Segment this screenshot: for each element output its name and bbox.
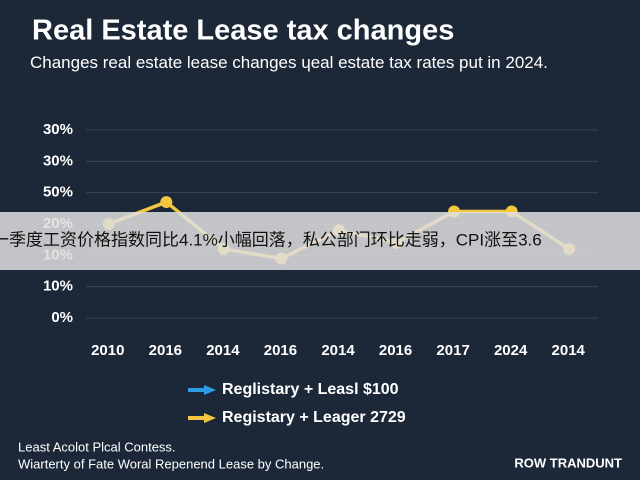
legend-arrow-head (204, 385, 216, 395)
overlay-banner-bg (0, 212, 640, 270)
y-tick-label: 0% (51, 309, 73, 326)
y-tick-label: 50% (43, 184, 73, 201)
chart-title: Real Estate Lease tax changes (32, 15, 454, 47)
x-tick-label: 2010 (91, 342, 124, 359)
footnote: Least Acolot Plcal Contess. (18, 439, 176, 454)
legend-label: Registary + Leager 2729 (222, 409, 406, 426)
x-tick-label: 2014 (552, 342, 586, 359)
x-tick-label: 2016 (379, 342, 412, 359)
x-tick-label: 2024 (494, 342, 528, 359)
legend-label: Reglistary + Leasl $100 (222, 381, 399, 398)
x-tick-label: 2016 (149, 342, 182, 359)
legend-arrow-head (204, 413, 216, 423)
source: ROW TRANDUNT (514, 455, 622, 470)
subtitle-box: Changes real estate lease changes ɥeal e… (30, 53, 548, 72)
y-tick-label: 30% (43, 152, 73, 169)
x-tick-label: 2014 (206, 342, 240, 359)
footnote: Wiarterty of Fate Woral Repenend Lease b… (18, 456, 324, 471)
overlay-banner: 一季度工资价格指数同比4.1%小幅回落，私公部门环比走弱，CPI涨至3.6 (0, 230, 542, 249)
y-tick-label: 30% (43, 121, 73, 138)
chart-subtitle: Changes real estate lease changes ɥeal e… (30, 53, 548, 72)
data-point (160, 196, 173, 209)
x-tick-label: 2016 (264, 342, 297, 359)
x-tick-label: 2014 (321, 342, 355, 359)
x-tick-label: 2017 (436, 342, 469, 359)
y-tick-label: 10% (43, 278, 73, 295)
